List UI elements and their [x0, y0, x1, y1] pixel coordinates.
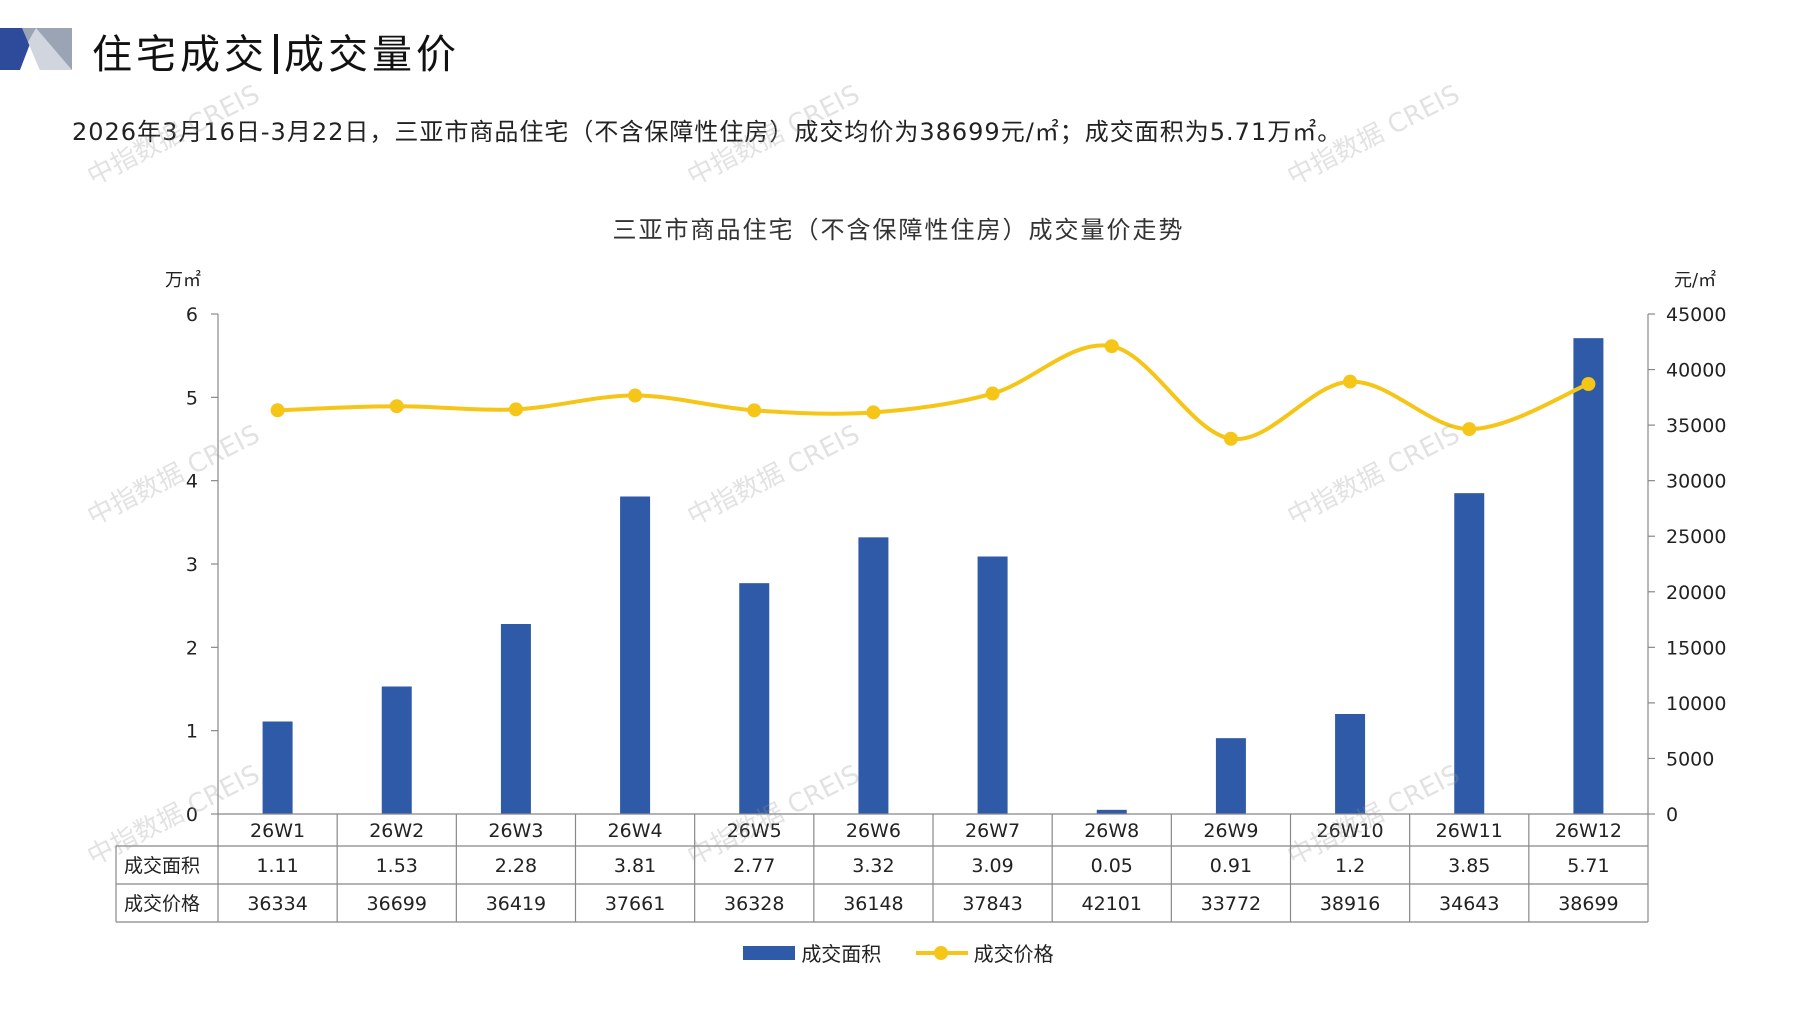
left-tick-label: 1: [186, 721, 198, 743]
right-tick-label: 5000: [1666, 748, 1714, 770]
price-line: [277, 343, 1590, 441]
right-tick-label: 25000: [1666, 526, 1726, 548]
table-row-header: 成交价格: [124, 893, 200, 915]
category-label: 26W2: [369, 820, 424, 842]
left-tick-label: 4: [186, 471, 198, 493]
category-label: 26W9: [1203, 820, 1258, 842]
left-axis-unit: 万㎡: [165, 270, 201, 291]
left-tick-label: 3: [186, 554, 198, 576]
table-cell-value: 3.09: [971, 855, 1013, 877]
left-tick-label: 0: [186, 804, 198, 826]
table-cell-value: 36699: [367, 893, 427, 915]
table-cell-value: 42101: [1082, 893, 1142, 915]
table-cell-value: 1.53: [376, 855, 418, 877]
category-label: 26W8: [1084, 820, 1139, 842]
price-point: [985, 386, 1000, 401]
right-tick-label: 15000: [1666, 637, 1726, 659]
legend-label-area: 成交面积: [801, 942, 882, 966]
table-cell-value: 37843: [962, 893, 1022, 915]
table-cell-value: 1.2: [1335, 855, 1365, 877]
bar-area: [739, 583, 770, 814]
bar-area: [1335, 714, 1366, 814]
price-point: [1343, 374, 1358, 389]
price-point: [866, 405, 881, 420]
table-cell-value: 5.71: [1567, 855, 1609, 877]
right-tick-label: 45000: [1666, 304, 1726, 326]
bar-area: [858, 537, 889, 814]
chart-legend: 成交面积 成交价格: [0, 938, 1797, 967]
bar-area: [262, 721, 293, 814]
left-tick-label: 6: [186, 304, 198, 326]
bar-area: [500, 624, 531, 814]
right-tick-label: 0: [1666, 804, 1678, 826]
category-label: 26W3: [488, 820, 543, 842]
table-cell-value: 3.81: [614, 855, 656, 877]
right-tick-label: 35000: [1666, 415, 1726, 437]
category-label: 26W11: [1436, 820, 1503, 842]
bar-area: [977, 556, 1008, 814]
left-tick-label: 5: [186, 387, 198, 409]
table-cell-value: 38916: [1320, 893, 1380, 915]
table-cell-value: 36334: [247, 893, 307, 915]
page-title-main: 住宅成交: [92, 32, 268, 78]
table-cell-value: 36419: [486, 893, 546, 915]
bar-area: [1573, 338, 1604, 814]
bar-area: [1096, 809, 1127, 814]
right-axis-unit: 元/㎡: [1674, 270, 1717, 291]
price-point: [1104, 339, 1119, 354]
legend-label-price: 成交价格: [973, 942, 1054, 966]
price-point: [508, 402, 523, 417]
category-label: 26W7: [965, 820, 1020, 842]
left-tick-label: 2: [186, 637, 198, 659]
price-point: [270, 403, 285, 418]
category-label: 26W6: [846, 820, 901, 842]
summary-text: 2026年3月16日-3月22日，三亚市商品住宅（不含保障性住房）成交均价为38…: [72, 118, 1343, 146]
table-cell-value: 0.05: [1091, 855, 1133, 877]
right-tick-label: 30000: [1666, 471, 1726, 493]
table-cell-value: 34643: [1439, 893, 1499, 915]
table-row-header: 成交面积: [124, 855, 200, 877]
bar-area: [1215, 738, 1246, 814]
bar-area: [620, 496, 651, 814]
right-tick-label: 20000: [1666, 582, 1726, 604]
table-cell-value: 38699: [1558, 893, 1618, 915]
legend-line-swatch: [915, 945, 968, 960]
legend-item-price: 成交价格: [915, 938, 1054, 967]
price-point: [1462, 422, 1477, 437]
price-point: [1581, 377, 1596, 392]
page-title-sub: 成交量价: [284, 32, 460, 78]
chart-title: 三亚市商品住宅（不含保障性住房）成交量价走势: [612, 216, 1185, 244]
table-cell-value: 2.28: [495, 855, 537, 877]
table-cell-value: 0.91: [1210, 855, 1252, 877]
table-cell-value: 36328: [724, 893, 784, 915]
category-label: 26W10: [1317, 820, 1384, 842]
table-cell-value: 2.77: [733, 855, 775, 877]
price-point: [1223, 431, 1238, 446]
category-label: 26W12: [1555, 820, 1622, 842]
right-tick-label: 10000: [1666, 693, 1726, 715]
brand-logo-mark: [0, 28, 72, 70]
price-point: [747, 403, 762, 418]
bar-area: [1454, 493, 1485, 814]
title-divider: [274, 34, 278, 74]
price-point: [628, 388, 643, 403]
table-cell-value: 1.11: [256, 855, 298, 877]
table-cell-value: 33772: [1201, 893, 1261, 915]
right-tick-label: 40000: [1666, 360, 1726, 382]
legend-bar-swatch: [743, 945, 796, 960]
page-title: 住宅成交 成交量价: [92, 22, 460, 80]
category-label: 26W4: [608, 820, 663, 842]
category-label: 26W5: [727, 820, 782, 842]
price-point: [389, 399, 404, 414]
table-cell-value: 3.32: [852, 855, 894, 877]
legend-item-area: 成交面积: [743, 938, 881, 967]
bar-area: [381, 686, 412, 814]
table-cell-value: 3.85: [1448, 855, 1490, 877]
table-cell-value: 36148: [843, 893, 903, 915]
table-cell-value: 37661: [605, 893, 665, 915]
category-label: 26W1: [250, 820, 305, 842]
